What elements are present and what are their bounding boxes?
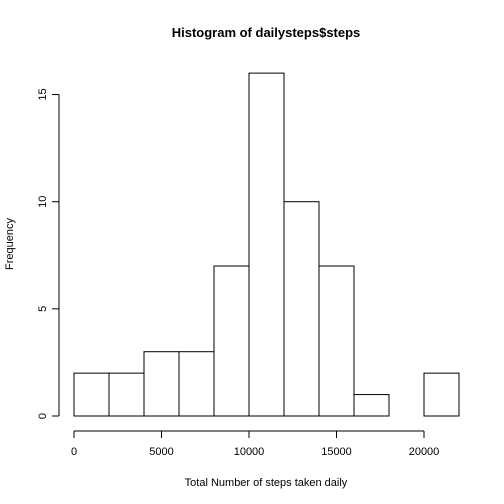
histogram-bar-10 <box>423 372 460 417</box>
histogram-bar-2 <box>143 351 180 417</box>
y-axis-label: Frequency <box>4 218 16 270</box>
bars-group <box>73 72 460 417</box>
histogram-bar-8 <box>353 394 390 417</box>
y-tick-label-0: 0 <box>37 413 49 419</box>
x-axis: 0 5000 10000 15000 20000 <box>71 430 440 458</box>
histogram-bar-5 <box>248 72 285 417</box>
histogram-bar-6 <box>283 201 320 417</box>
chart-title: Histogram of dailysteps$steps <box>172 25 361 40</box>
y-axis: 0 5 10 15 <box>37 88 60 419</box>
y-tick-label-1: 5 <box>37 306 49 312</box>
histogram-bar-7 <box>318 265 355 417</box>
x-tick-label-2: 10000 <box>234 446 265 458</box>
x-axis-label: Total Number of steps taken daily <box>185 477 348 489</box>
histogram-bar-4 <box>213 265 250 417</box>
x-tick-label-4: 20000 <box>409 446 440 458</box>
x-tick-label-1: 5000 <box>149 446 173 458</box>
histogram-bar-1 <box>108 372 145 417</box>
y-tick-label-3: 15 <box>37 88 49 100</box>
x-tick-label-3: 15000 <box>321 446 352 458</box>
x-tick-label-0: 0 <box>71 446 77 458</box>
y-tick-label-2: 10 <box>37 196 49 208</box>
histogram-bar-0 <box>73 372 110 417</box>
histogram-bar-3 <box>178 351 215 417</box>
